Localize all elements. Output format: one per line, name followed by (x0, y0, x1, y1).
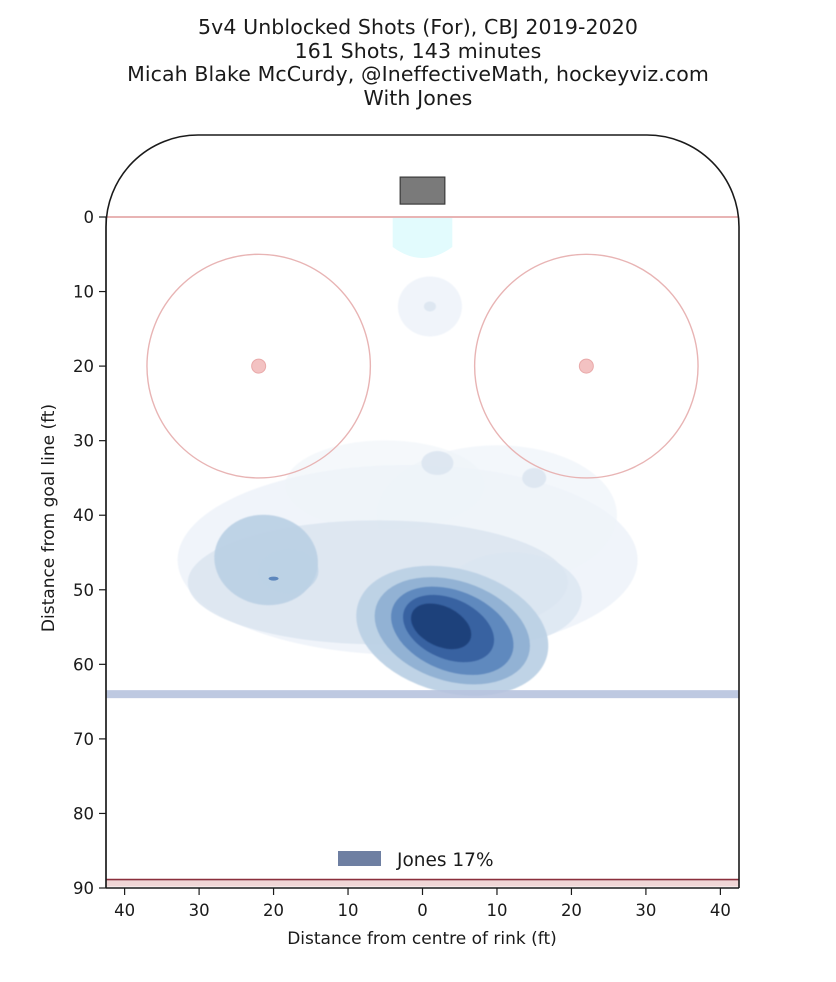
contour-left-peak-core (258, 549, 319, 594)
x-tick-label: 0 (417, 901, 428, 920)
faceoff-circle-2 (473, 253, 699, 479)
faceoff-dot-1 (251, 358, 267, 374)
title-line-3: Micah Blake McCurdy, @IneffectiveMath, h… (127, 62, 709, 86)
shot-density-contours (177, 276, 638, 696)
title-line-1: 5v4 Unblocked Shots (For), CBJ 2019-2020 (197, 15, 639, 39)
chart-title: 5v4 Unblocked Shots (For), CBJ 2019-2020… (0, 15, 836, 110)
title-line-2: 161 Shots, 143 minutes (294, 38, 542, 63)
x-axis-label: Distance from centre of rink (ft) (287, 929, 557, 949)
y-tick-label: 90 (73, 879, 94, 898)
legend-swatch (338, 851, 381, 866)
x-tick-label: 20 (263, 901, 284, 920)
title-line-4: With Jones (363, 85, 473, 110)
x-tick-label: 40 (710, 901, 731, 920)
x-tick-label: 10 (338, 901, 359, 920)
contour-slot-core (423, 301, 436, 312)
goal-crease (392, 217, 453, 258)
contour-left-spot (268, 576, 279, 581)
faceoff-circle-1 (146, 253, 372, 479)
x-tick-label: 40 (114, 901, 135, 920)
rink-markings (105, 134, 740, 888)
legend-label: Jones 17% (396, 850, 494, 871)
y-tick-label: 20 (73, 357, 94, 376)
end-zone-strip (106, 880, 739, 887)
y-tick-label: 30 (73, 432, 94, 451)
y-tick-label: 70 (73, 730, 94, 749)
axes: 0 10 20 30 40 50 60 70 80 90 40 30 20 10 0 10 20 30 40 (73, 208, 739, 920)
rink-boards (105, 134, 740, 888)
faceoff-dot-2 (578, 358, 594, 374)
x-tick-label: 10 (486, 901, 507, 920)
y-tick-label: 80 (73, 804, 94, 823)
contour-level-7 (411, 603, 472, 650)
x-tick-label: 30 (635, 901, 656, 920)
y-tick-label: 10 (73, 283, 94, 302)
contour-mid-left (421, 451, 454, 476)
y-tick-label: 0 (84, 208, 95, 227)
rink (392, 217, 453, 258)
goal-net (399, 176, 446, 205)
y-tick-label: 50 (73, 581, 94, 600)
y-tick-label: 40 (73, 506, 94, 525)
legend: Jones 17% (338, 850, 494, 871)
blue-line (106, 690, 739, 699)
y-axis-label: Distance from goal line (ft) (39, 404, 59, 632)
y-tick-label: 60 (73, 655, 94, 674)
x-tick-label: 20 (561, 901, 582, 920)
contour-level-1c (285, 440, 486, 531)
x-tick-label: 30 (189, 901, 210, 920)
contour-mid-right (522, 467, 547, 488)
